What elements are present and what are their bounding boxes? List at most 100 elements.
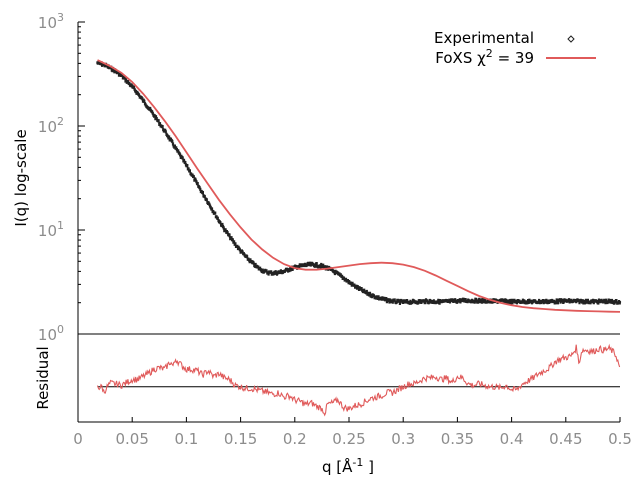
experimental-point <box>532 300 535 303</box>
experimental-point <box>521 300 524 303</box>
experimental-point <box>613 300 616 303</box>
experimental-point <box>515 300 519 303</box>
series-residual-line <box>96 343 621 417</box>
experimental-point <box>347 280 351 284</box>
experimental-point <box>331 269 334 273</box>
experimental-point <box>255 265 259 269</box>
experimental-point <box>477 299 481 302</box>
experimental-point <box>315 263 318 267</box>
x-tick-label: 0.5 <box>608 430 632 448</box>
experimental-point <box>548 300 551 303</box>
residual-y-axis-label: Residual <box>34 346 52 409</box>
experimental-point <box>586 300 589 303</box>
legend-marker-experimental <box>567 35 575 43</box>
legend: Experimental FoXS χ2 = 39 <box>434 29 596 67</box>
experimental-point <box>342 276 345 280</box>
experimental-point <box>120 74 123 77</box>
experimental-point <box>168 138 172 141</box>
experimental-point <box>423 300 427 303</box>
experimental-point <box>537 300 540 303</box>
experimental-point <box>439 300 443 303</box>
series-foxs-line <box>97 59 621 313</box>
experimental-point <box>266 271 269 274</box>
x-axis-ticks: 0 0.05 0.1 0.15 0.2 0.25 0.3 0.35 0.4 0.45 0.5 <box>73 417 632 448</box>
experimental-point <box>250 261 253 264</box>
experimental-point <box>580 300 584 303</box>
experimental-point <box>206 201 210 204</box>
experimental-point <box>185 164 188 167</box>
experimental-point <box>196 183 199 186</box>
experimental-point <box>429 300 432 303</box>
series-layer <box>96 59 622 417</box>
experimental-point <box>358 287 362 291</box>
experimental-point <box>385 299 389 302</box>
experimental-point <box>499 299 502 303</box>
x-axis-label-tail: ] <box>363 458 374 476</box>
legend-label-foxs-tail: = 39 <box>493 49 534 67</box>
experimental-point <box>575 300 578 303</box>
experimental-points <box>96 60 621 305</box>
experimental-point <box>504 300 508 303</box>
experimental-point <box>396 300 399 303</box>
experimental-point <box>299 264 302 268</box>
experimental-point <box>174 147 177 150</box>
experimental-point <box>591 300 595 303</box>
experimental-point <box>217 219 221 222</box>
experimental-point <box>212 210 215 213</box>
experimental-point <box>223 227 226 231</box>
experimental-point <box>618 300 622 304</box>
experimental-point <box>282 270 286 273</box>
experimental-point <box>163 130 166 133</box>
experimental-point <box>402 300 405 304</box>
experimental-point <box>526 300 530 303</box>
experimental-point <box>542 300 546 303</box>
experimental-point <box>320 264 324 268</box>
x-tick-label: 0.05 <box>115 430 148 448</box>
experimental-point <box>201 192 204 195</box>
experimental-point <box>233 243 237 246</box>
experimental-point <box>434 300 437 303</box>
x-tick-label: 0.35 <box>441 430 474 448</box>
x-tick-label: 0.25 <box>332 430 365 448</box>
experimental-point <box>602 300 605 303</box>
x-tick-label: 0.1 <box>174 430 198 448</box>
experimental-point <box>564 299 567 303</box>
y-tick-label: 100 <box>38 323 64 344</box>
experimental-point <box>261 269 264 272</box>
x-tick-label: 0.45 <box>549 430 582 448</box>
legend-label-experimental: Experimental <box>434 29 534 47</box>
experimental-point <box>125 79 128 83</box>
experimental-point <box>467 299 470 302</box>
experimental-point <box>461 299 465 302</box>
experimental-point <box>418 300 421 303</box>
experimental-point <box>445 300 448 303</box>
legend-label-foxs-main: FoXS χ <box>435 49 486 67</box>
x-tick-label: 0.3 <box>391 430 415 448</box>
x-axis-label-main: q [Å <box>322 457 353 476</box>
experimental-point <box>597 300 600 303</box>
experimental-point <box>158 121 161 125</box>
x-axis-label-sup: -1 <box>352 456 363 469</box>
experimental-point <box>271 271 275 275</box>
experimental-point <box>141 99 145 102</box>
experimental-point <box>553 300 557 303</box>
experimental-point <box>483 299 486 303</box>
experimental-point <box>380 297 383 301</box>
experimental-point <box>288 267 291 271</box>
experimental-point <box>131 85 134 89</box>
experimental-point <box>179 155 183 159</box>
experimental-point <box>450 299 454 303</box>
experimental-point <box>456 299 459 303</box>
experimental-point <box>369 293 372 297</box>
experimental-point <box>277 271 280 274</box>
experimental-point <box>147 106 150 109</box>
main-y-axis-label: I(q) log-scale <box>12 129 30 226</box>
experimental-point <box>510 300 513 303</box>
experimental-point <box>244 255 248 259</box>
experimental-point <box>304 263 307 267</box>
experimental-point <box>607 300 611 303</box>
series-experimental <box>96 60 622 305</box>
experimental-point <box>309 263 313 266</box>
experimental-point <box>239 249 242 253</box>
